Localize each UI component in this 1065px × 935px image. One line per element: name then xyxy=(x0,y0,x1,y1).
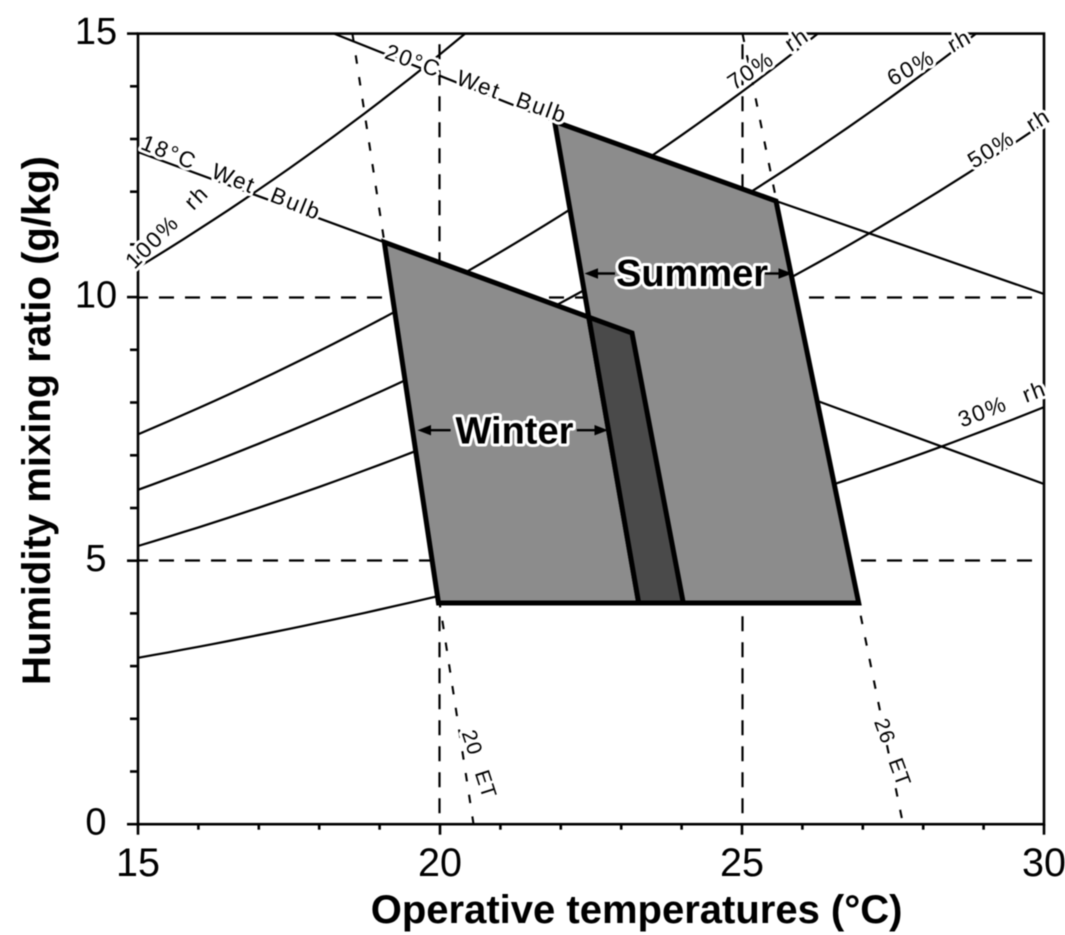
svg-text:10: 10 xyxy=(75,275,117,317)
svg-text:25: 25 xyxy=(720,841,764,885)
svg-text:Humidity mixing ratio (g/kg): Humidity mixing ratio (g/kg) xyxy=(15,156,59,685)
svg-text:Winter: Winter xyxy=(456,411,574,453)
svg-text:Operative temperatures (°C): Operative temperatures (°C) xyxy=(371,888,903,932)
svg-text:20: 20 xyxy=(418,841,462,885)
svg-text:5: 5 xyxy=(85,538,106,580)
svg-text:30: 30 xyxy=(1022,841,1065,885)
svg-text:15: 15 xyxy=(75,11,117,53)
svg-text:15: 15 xyxy=(116,841,160,885)
svg-text:Summer: Summer xyxy=(616,253,768,295)
svg-text:0: 0 xyxy=(85,802,106,844)
